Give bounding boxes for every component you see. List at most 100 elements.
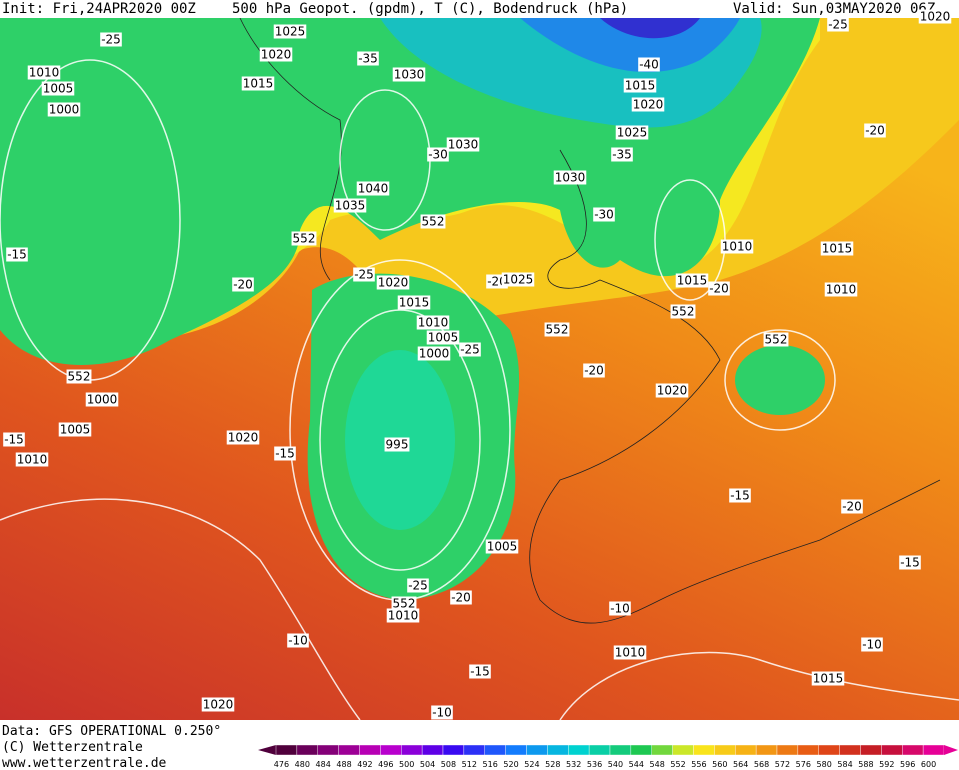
legend-label: 484 bbox=[316, 760, 331, 769]
contour-label: -10 bbox=[610, 602, 630, 616]
legend-label: 576 bbox=[796, 760, 811, 769]
label-box bbox=[918, 9, 952, 24]
contour-label: 1005 bbox=[487, 540, 518, 554]
contour-label: 1030 bbox=[448, 138, 479, 152]
contour-label: 1040 bbox=[358, 182, 389, 196]
contour-label: -15 bbox=[470, 665, 490, 679]
legend-label: 504 bbox=[420, 760, 435, 769]
legend-swatch bbox=[797, 744, 819, 756]
label-box bbox=[15, 452, 49, 467]
label-box bbox=[861, 637, 883, 652]
legend-label: 536 bbox=[587, 760, 602, 769]
legend-arrow-left bbox=[258, 745, 276, 755]
contour-label: -20 bbox=[842, 500, 862, 514]
label-box bbox=[391, 596, 417, 611]
label-box bbox=[416, 315, 450, 330]
label-box bbox=[613, 645, 647, 660]
legend-label: 480 bbox=[295, 760, 310, 769]
label-box bbox=[226, 430, 260, 445]
contour-label: 1005 bbox=[43, 82, 74, 96]
isobar bbox=[559, 651, 959, 721]
label-box bbox=[459, 342, 481, 357]
legend-swatch bbox=[442, 744, 465, 756]
label-box bbox=[631, 97, 665, 112]
contour-label: -15 bbox=[730, 489, 750, 503]
label-box bbox=[609, 601, 631, 616]
contour-label: -25 bbox=[460, 343, 480, 357]
legend-swatch bbox=[818, 744, 840, 756]
label-box bbox=[583, 363, 605, 378]
contour-label: 1015 bbox=[399, 296, 430, 310]
legend-label: 496 bbox=[378, 760, 393, 769]
legend-swatch bbox=[463, 744, 485, 756]
label-box bbox=[720, 239, 754, 254]
legend-swatch bbox=[421, 744, 444, 756]
label-box bbox=[469, 664, 491, 679]
isobar bbox=[319, 309, 481, 571]
legend-label: 600 bbox=[921, 760, 936, 769]
label-box bbox=[729, 488, 751, 503]
legend-swatch bbox=[296, 744, 318, 756]
label-box bbox=[615, 125, 649, 140]
label-box bbox=[232, 277, 254, 292]
contour-label: -40 bbox=[639, 58, 659, 72]
legend-label: 540 bbox=[608, 760, 623, 769]
label-box bbox=[407, 578, 429, 593]
legend-label: 532 bbox=[566, 760, 581, 769]
contour-label: -25 bbox=[408, 579, 428, 593]
label-box bbox=[811, 671, 845, 686]
contour-label: 552 bbox=[422, 215, 445, 229]
contour-label: -35 bbox=[358, 52, 378, 66]
legend-label: 556 bbox=[691, 760, 706, 769]
label-box bbox=[386, 608, 420, 623]
isobar bbox=[724, 329, 836, 431]
color-legend: 476 480 484 488 492 496 500 504 508 512 516 520 524 5… bbox=[258, 744, 958, 769]
contour-label: 552 bbox=[672, 305, 695, 319]
legend-swatch bbox=[609, 744, 632, 756]
contour-label: 1030 bbox=[394, 68, 425, 82]
contour-label: 995 bbox=[386, 438, 409, 452]
contour-label: -30 bbox=[594, 208, 614, 222]
label-box bbox=[333, 198, 367, 213]
contour-label: 1010 bbox=[388, 609, 419, 623]
legend-swatch bbox=[380, 744, 402, 756]
contour-label: 552 bbox=[393, 597, 416, 611]
legend-swatch bbox=[672, 744, 694, 756]
label-box bbox=[287, 633, 309, 648]
contour-label: 1015 bbox=[625, 79, 656, 93]
contour-label: -10 bbox=[288, 634, 308, 648]
legend-label: 548 bbox=[650, 760, 665, 769]
legend-label: 544 bbox=[629, 760, 644, 769]
contour-label: 552 bbox=[546, 323, 569, 337]
deep-blue-zone bbox=[600, 18, 700, 39]
label-box bbox=[553, 170, 587, 185]
map-title: 500 hPa Geopot. (gpdm), T (C), Bodendruc… bbox=[232, 1, 628, 17]
label-box bbox=[670, 304, 696, 319]
legend-label: 492 bbox=[357, 760, 372, 769]
contour-label: 1010 bbox=[17, 453, 48, 467]
contour-label: -35 bbox=[612, 148, 632, 162]
init-time: Init: Fri,24APR2020 00Z bbox=[2, 1, 196, 17]
contour-label: 1000 bbox=[419, 347, 450, 361]
label-box bbox=[485, 539, 519, 554]
legend-label: 508 bbox=[441, 760, 456, 769]
contour-label: 1020 bbox=[203, 698, 234, 712]
label-box bbox=[274, 446, 296, 461]
label-box bbox=[864, 123, 886, 138]
data-source: Data: GFS OPERATIONAL 0.250° bbox=[2, 724, 221, 739]
legend-label: 520 bbox=[503, 760, 518, 769]
legend-swatch bbox=[630, 744, 652, 756]
label-box bbox=[426, 330, 460, 345]
legend-swatch bbox=[776, 744, 799, 756]
contour-label: -15 bbox=[275, 447, 295, 461]
valid-time: Valid: Sun,03MAY2020 06Z bbox=[733, 1, 935, 17]
label-box bbox=[356, 181, 390, 196]
label-box bbox=[611, 147, 633, 162]
label-box bbox=[655, 383, 689, 398]
green-east bbox=[735, 345, 825, 415]
legend-arrow-right bbox=[944, 745, 958, 755]
legend-swatch bbox=[338, 744, 360, 756]
legend-swatch bbox=[651, 744, 673, 756]
label-box bbox=[384, 437, 410, 452]
legend-swatch bbox=[693, 744, 715, 756]
